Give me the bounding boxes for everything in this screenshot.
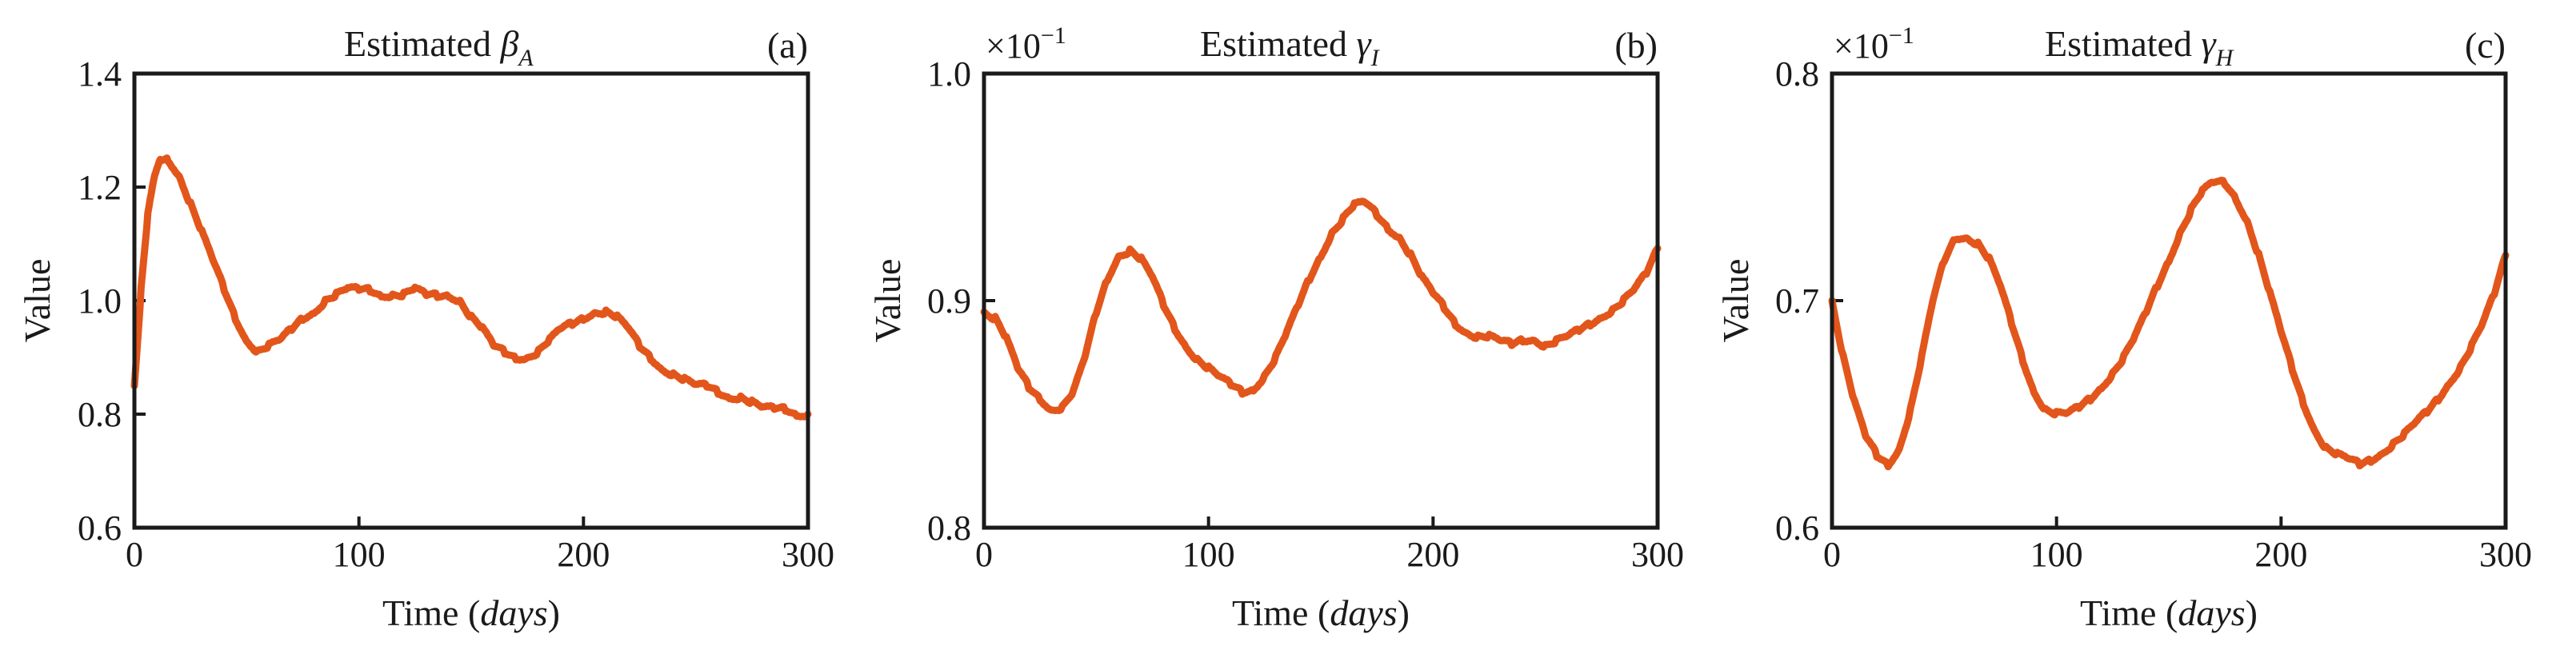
panel-a-ytick-label: 0.6 xyxy=(78,508,122,548)
panel-a-xtick-label: 300 xyxy=(782,535,834,574)
panel-c-x-ticks: 0 100 200 300 xyxy=(1823,516,2532,574)
panel-c-ytick-label: 0.6 xyxy=(1775,508,1819,548)
panel-b-symbol-sub: I xyxy=(1370,45,1381,71)
panel-a-symbol: β xyxy=(499,23,518,64)
panel-a-ylabel: Value xyxy=(17,259,58,343)
panel-c-xtick-label: 200 xyxy=(2254,535,2307,574)
panel-a-xlabel: Time (days) xyxy=(382,592,560,633)
panel-a-xtick-label: 100 xyxy=(333,535,386,574)
panel-a-symbol-sub: A xyxy=(517,45,534,71)
panel-c-xtick-label: 100 xyxy=(2030,535,2083,574)
panel-b-frame xyxy=(982,71,1660,530)
panel-b-xlabel: Time (days) xyxy=(1232,592,1410,633)
panel-b-x-ticks: 0 100 200 300 xyxy=(975,516,1684,574)
panel-c-multiplier: ×10−1 xyxy=(1834,22,1914,66)
panel-c-xtick-label: 300 xyxy=(2479,535,2532,574)
panel-b-ytick-label: 1.0 xyxy=(927,54,971,94)
panel-c-xtick-label: 0 xyxy=(1823,535,1841,574)
panel-c-series-line xyxy=(1828,177,2510,471)
panel-b-ytick-label: 0.9 xyxy=(927,281,971,321)
panel-b-xtick-label: 100 xyxy=(1182,535,1235,574)
panel-a-x-ticks: 0 100 200 300 xyxy=(126,516,834,574)
panel-c: ×10−1 Estimated γH (c) 0.6 0.7 0.8 0 100 200… xyxy=(1715,22,2532,633)
panel-c-symbol: γ xyxy=(2201,23,2217,64)
panel-c-xlabel: Time (days) xyxy=(2080,592,2258,633)
panel-c-title: Estimated γH xyxy=(2045,23,2235,71)
panel-b-ytick-label: 0.8 xyxy=(927,508,971,548)
panel-c-ytick-label: 0.7 xyxy=(1775,281,1819,321)
panel-a-ytick-label: 0.8 xyxy=(78,395,122,434)
panel-b-symbol: γ xyxy=(1356,23,1372,64)
panel-b-xtick-label: 0 xyxy=(975,535,993,574)
panel-b-ylabel: Value xyxy=(867,259,908,343)
panel-a-title: Estimated βA xyxy=(344,23,534,71)
panel-a-y-ticks: 0.6 0.8 1.0 1.2 1.4 xyxy=(78,54,146,548)
panel-b-label: (b) xyxy=(1614,25,1658,66)
panel-c-symbol-sub: H xyxy=(2215,45,2235,71)
panel-b-series-line xyxy=(980,197,1662,414)
panel-a-ytick-label: 1.2 xyxy=(78,168,122,207)
panel-a-ytick-label: 1.0 xyxy=(78,281,122,321)
panel-b-xtick-label: 300 xyxy=(1631,535,1684,574)
panel-c-frame xyxy=(1830,71,2508,530)
panel-b-multiplier: ×10−1 xyxy=(986,22,1066,66)
panel-a: Estimated βA (a) 0.6 0.8 1.0 1.2 1.4 0 100 200… xyxy=(17,23,834,633)
panel-c-y-ticks: 0.6 0.7 0.8 xyxy=(1775,54,1843,548)
panel-a-series-line xyxy=(130,154,812,421)
panel-a-xtick-label: 200 xyxy=(557,535,610,574)
panel-c-ylabel: Value xyxy=(1715,259,1756,343)
panel-a-frame xyxy=(132,71,810,530)
panel-c-ytick-label: 0.8 xyxy=(1775,54,1819,94)
panel-a-label: (a) xyxy=(767,25,808,66)
panel-b: ×10−1 Estimated γI (b) 0.8 0.9 1.0 0 100 200… xyxy=(867,22,1684,633)
panel-a-ytick-label: 1.4 xyxy=(78,54,122,94)
panel-a-xtick-label: 0 xyxy=(126,535,143,574)
panel-b-xtick-label: 200 xyxy=(1406,535,1459,574)
panel-b-title: Estimated γI xyxy=(1200,23,1381,71)
panel-c-label: (c) xyxy=(2465,25,2506,66)
